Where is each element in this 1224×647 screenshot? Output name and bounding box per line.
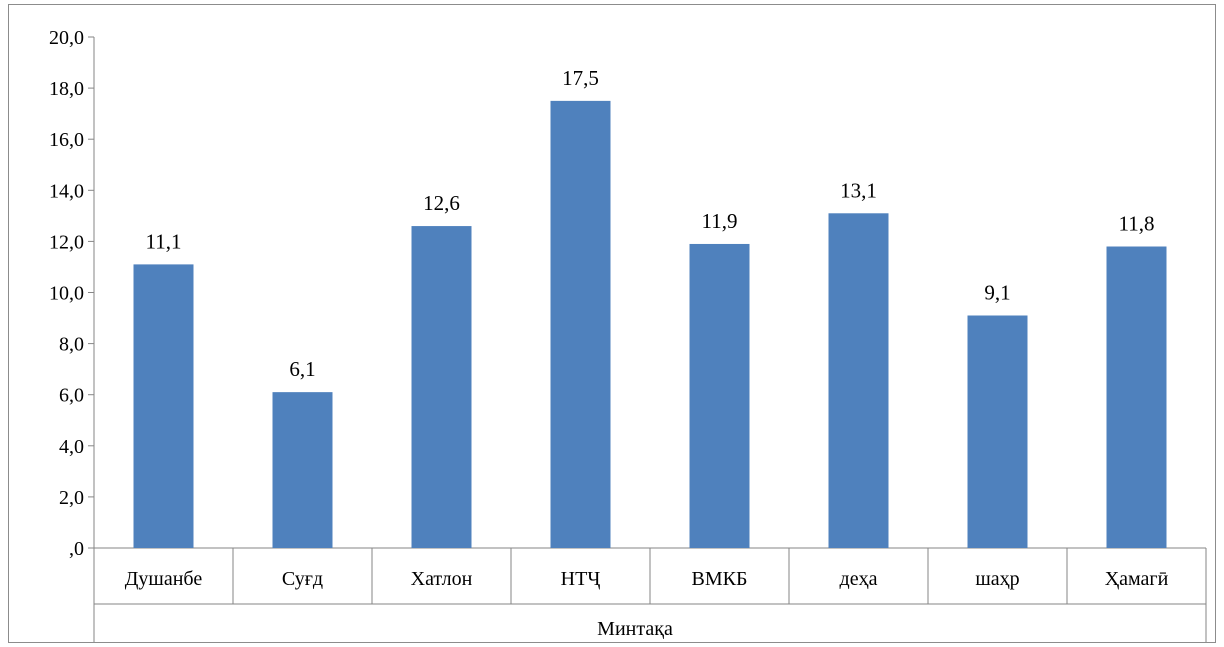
- data-labels: 11,1 6,1 12,6 17,5 11,9 13,1 9,1 11,8: [146, 66, 1155, 381]
- x-axis-title: Минтақа: [597, 618, 673, 640]
- y-tick-label: 4,0: [59, 436, 84, 458]
- bar: [133, 264, 194, 548]
- bars: [133, 100, 1167, 549]
- x-tick-label: НТҶ: [561, 568, 601, 590]
- y-tick-label: 2,0: [59, 487, 84, 509]
- x-tick-label: Душанбе: [125, 568, 203, 590]
- y-tick-label: 8,0: [59, 334, 84, 356]
- bar: [1106, 246, 1167, 548]
- bar: [967, 315, 1028, 548]
- data-label: 13,1: [840, 178, 877, 202]
- bar: [828, 213, 889, 549]
- x-tick-label: Суғд: [282, 568, 323, 590]
- y-tick-label: 14,0: [49, 180, 84, 202]
- data-label: 11,8: [1119, 212, 1155, 236]
- data-label: 17,5: [562, 66, 599, 90]
- data-label: 11,9: [702, 209, 738, 233]
- bar: [689, 243, 750, 548]
- bar: [550, 100, 611, 548]
- y-tick-label: 18,0: [49, 78, 84, 100]
- chart-frame: ,0 2,0 4,0 6,0 8,0 10,0 12,0 14,0 16,0 18,0 20,0 Д…: [8, 4, 1216, 643]
- y-tick-label: ,0: [69, 538, 84, 560]
- x-tick-label: шаҳр: [975, 568, 1019, 590]
- y-tick-label: 6,0: [59, 385, 84, 407]
- data-label: 9,1: [984, 280, 1010, 304]
- data-label: 11,1: [146, 229, 182, 253]
- y-tick-label: 16,0: [49, 129, 84, 151]
- y-tick-label: 20,0: [49, 27, 84, 49]
- data-label: 12,6: [423, 191, 460, 215]
- y-tick-label: 10,0: [49, 283, 84, 305]
- y-tick-label: 12,0: [49, 231, 84, 253]
- x-tick-label: Ҳамагӣ: [1105, 568, 1169, 590]
- data-label: 6,1: [289, 357, 315, 381]
- x-tick-label: Хатлон: [411, 568, 473, 590]
- x-tick-label: деҳа: [840, 568, 878, 590]
- bar: [272, 392, 333, 548]
- bar: [411, 226, 472, 548]
- bar-chart: ,0 2,0 4,0 6,0 8,0 10,0 12,0 14,0 16,0 18,0 20,0 Д…: [49, 27, 1207, 642]
- x-tick-label: ВМКБ: [692, 568, 748, 590]
- y-axis: ,0 2,0 4,0 6,0 8,0 10,0 12,0 14,0 16,0 18,0 20,0: [49, 27, 95, 560]
